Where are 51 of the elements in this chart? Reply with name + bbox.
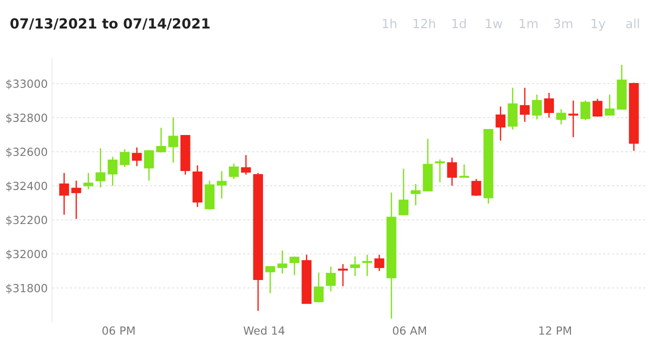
candlestick xyxy=(168,116,178,164)
candlestick xyxy=(144,149,154,182)
candlestick xyxy=(459,164,470,178)
candlestick xyxy=(580,100,590,121)
candlestick xyxy=(96,148,106,188)
x-tick-label: 06 AM xyxy=(392,326,426,335)
candlestick xyxy=(568,100,578,138)
candlestick xyxy=(508,87,518,130)
chart-title: 07/13/2021 to 07/14/2021 xyxy=(10,18,210,30)
candlestick xyxy=(59,172,70,216)
candlestick xyxy=(604,94,615,116)
candlestick xyxy=(398,168,408,216)
candlestick xyxy=(447,157,457,186)
candlestick xyxy=(216,170,227,200)
candlestick xyxy=(156,127,166,154)
candlestick xyxy=(471,178,482,197)
candlestick xyxy=(108,156,118,186)
candlestick xyxy=(290,256,300,276)
candlestick xyxy=(132,146,142,167)
y-tick-label: $33000 xyxy=(6,79,48,90)
candlestick xyxy=(350,256,360,277)
candlestick xyxy=(83,172,94,190)
candlestick xyxy=(277,250,288,274)
candlestick xyxy=(228,162,239,180)
x-tick-label: 06 PM xyxy=(102,326,135,335)
candlestick xyxy=(362,254,372,277)
candlestick xyxy=(314,272,324,304)
y-tick-label: $31800 xyxy=(6,284,48,294)
candlestick xyxy=(544,92,554,118)
candlestick xyxy=(592,98,602,118)
candlestick xyxy=(120,148,130,168)
x-tick-label: 12 PM xyxy=(539,326,571,335)
candlestick xyxy=(326,266,336,292)
candlestick xyxy=(520,87,530,122)
candlestick xyxy=(556,108,566,126)
y-tick-label: $32000 xyxy=(6,250,48,260)
y-tick-label: $32200 xyxy=(6,216,48,226)
candlestick xyxy=(338,263,348,287)
candlestick xyxy=(435,158,445,183)
y-tick-label: $32400 xyxy=(6,182,48,192)
candlestick xyxy=(374,254,384,272)
candlestick xyxy=(265,266,276,294)
candlestick xyxy=(71,180,82,220)
candlestick xyxy=(532,94,542,120)
y-tick-label: $32800 xyxy=(6,113,48,124)
candlestick xyxy=(204,180,215,210)
x-tick-label: Wed 14 xyxy=(244,326,284,335)
candlestick xyxy=(496,106,506,142)
candlestick xyxy=(241,154,251,176)
y-tick-label: $32600 xyxy=(6,147,48,158)
candlestick xyxy=(410,183,421,206)
